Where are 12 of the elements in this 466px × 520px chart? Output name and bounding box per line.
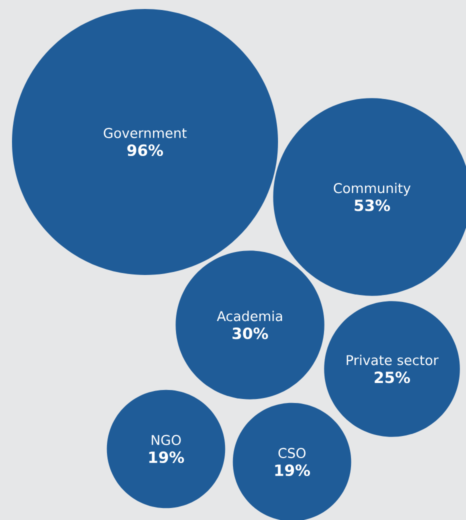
data-label: 25% bbox=[374, 372, 410, 384]
category-label: Academia bbox=[216, 310, 282, 322]
data-label: 53% bbox=[354, 200, 390, 212]
data-label: 96% bbox=[127, 144, 163, 156]
data-label: 19% bbox=[149, 451, 184, 464]
data-label: 30% bbox=[232, 328, 268, 340]
category-label: Government bbox=[104, 128, 187, 138]
category-label: Community bbox=[334, 182, 411, 196]
category-label: Private sector bbox=[346, 354, 439, 366]
category-label: NGO bbox=[152, 434, 181, 446]
category-label: CSO bbox=[278, 448, 306, 458]
data-label: 19% bbox=[275, 464, 310, 476]
